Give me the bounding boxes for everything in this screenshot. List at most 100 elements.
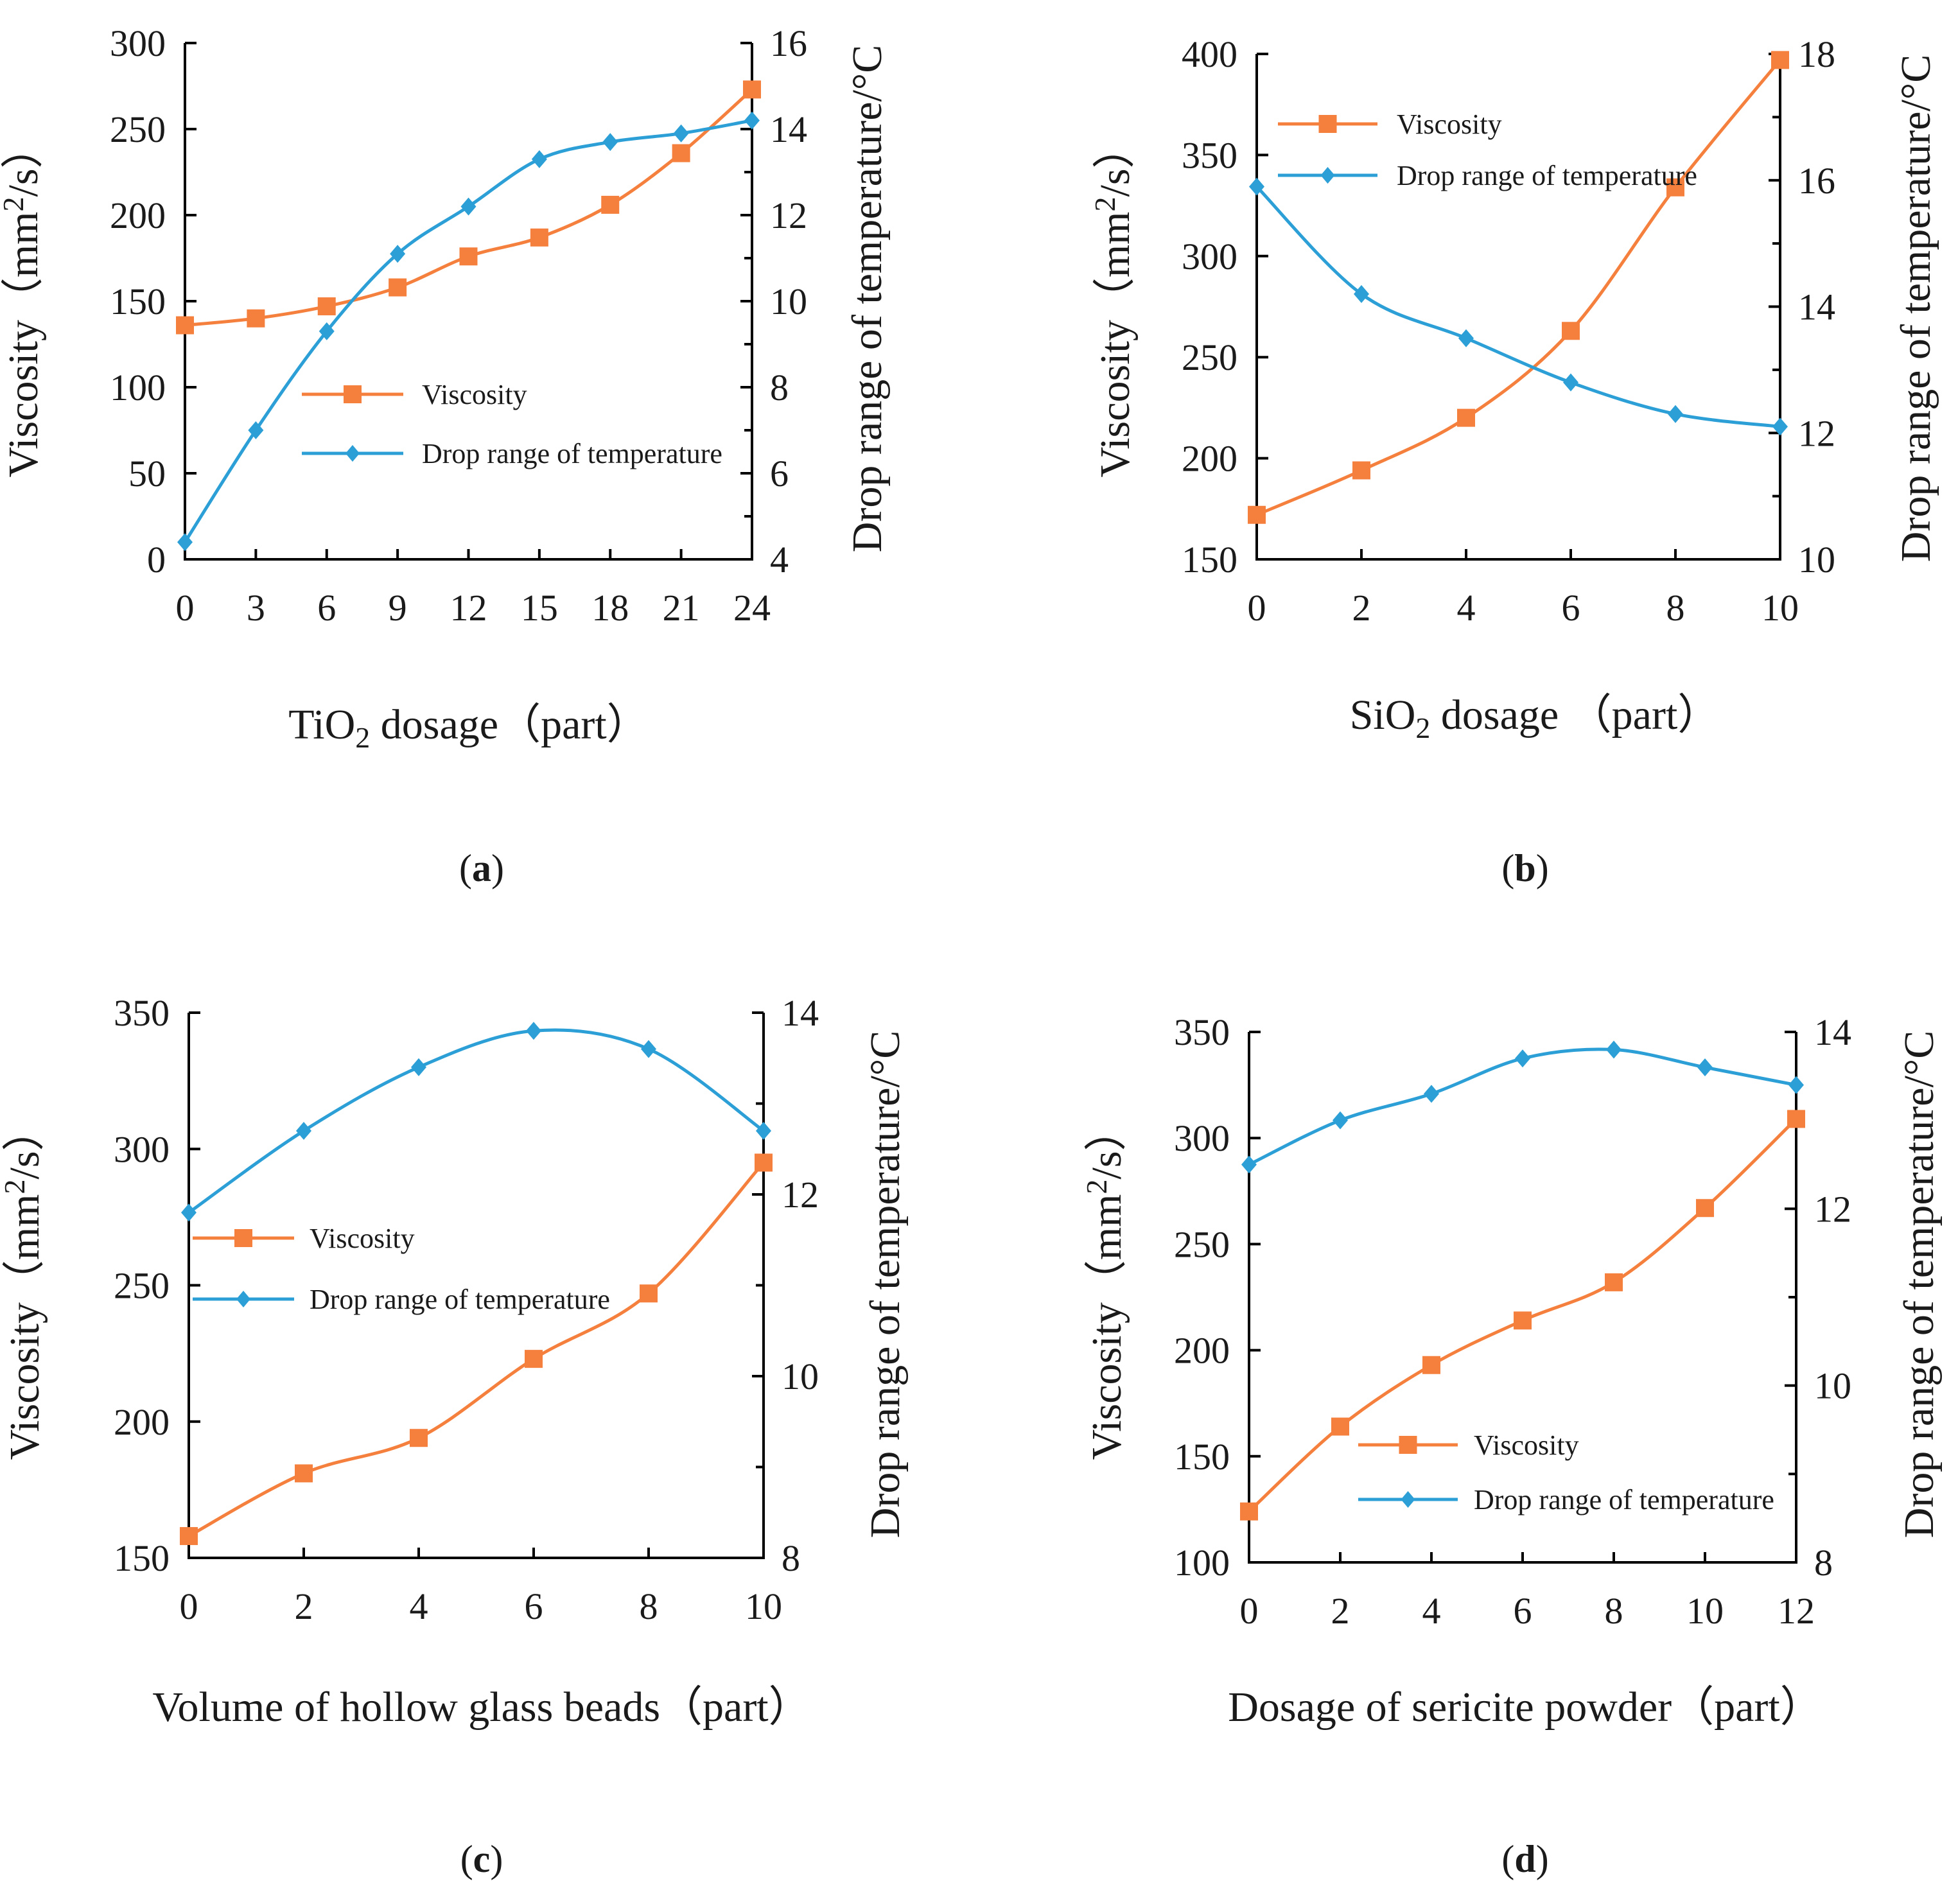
x-tick-label: 18 xyxy=(591,587,629,629)
drop-range-point xyxy=(756,1121,771,1140)
drop-range-point xyxy=(1249,177,1264,196)
y-tick-label: 300 xyxy=(1174,1117,1230,1159)
y-tick-label: 200 xyxy=(114,1401,170,1443)
viscosity-series-line xyxy=(188,1161,765,1538)
x-tick-label: 8 xyxy=(640,1585,658,1627)
y-axis-label-superscript: 2 xyxy=(1080,1179,1113,1194)
drop-range-point xyxy=(1458,329,1474,347)
y-tick-label: 300 xyxy=(1182,236,1237,277)
y-axis-label-rest: /s） xyxy=(1092,126,1139,197)
viscosity-point xyxy=(180,1527,198,1546)
y2-tick-label: 12 xyxy=(1814,1188,1851,1230)
legend-drop-label: Drop range of temperature xyxy=(1474,1484,1774,1515)
x-tick-label: 2 xyxy=(295,1585,313,1627)
chart-panel-d: 0 2 4 6 8 10 12 100 150 200 250 300 350 8 10 12 14 Viscos… xyxy=(1080,1011,1943,1880)
x-tick-label: 0 xyxy=(1248,587,1266,629)
viscosity-point xyxy=(1787,1110,1805,1128)
y2-tick-label: 10 xyxy=(770,281,807,322)
y-axis-label: Viscosity（mm2/s） xyxy=(1080,1108,1130,1460)
x-tick-label: 3 xyxy=(247,587,265,629)
legend-viscosity-label: Viscosity xyxy=(1474,1429,1579,1461)
viscosity-point xyxy=(459,247,478,266)
drop-range-point xyxy=(744,111,760,130)
y-tick-label: 0 xyxy=(147,539,166,581)
chart-panel-c: 0 2 4 6 8 101502002503003508101214ViscosityDr… xyxy=(0,992,909,1880)
y-tick-label: 250 xyxy=(114,1265,170,1307)
x-tick-label: 10 xyxy=(745,1585,782,1627)
viscosity-point xyxy=(1248,505,1266,524)
y2-tick-label: 14 xyxy=(782,992,819,1034)
caption-paren-open: ( xyxy=(460,1838,473,1880)
legend-viscosity-label: Viscosity xyxy=(422,379,527,410)
y-tick-label: 150 xyxy=(1182,539,1237,581)
x-tick-label: 8 xyxy=(1666,587,1685,629)
drop-range-series-line xyxy=(188,1028,765,1214)
axis-frame xyxy=(1248,1032,1797,1564)
chart-panel-b: 0 2 4 6 8 10 150 200 250 300 350 400 10 12 14 16 18 Visco… xyxy=(1088,33,1939,889)
drop-range-point xyxy=(1772,417,1788,436)
viscosity-point xyxy=(295,1464,313,1483)
viscosity-point xyxy=(247,309,265,328)
viscosity-point xyxy=(1352,461,1370,480)
drop-range-point xyxy=(1354,284,1369,303)
y2-tick-label: 14 xyxy=(770,109,807,150)
legend-viscosity-marker xyxy=(234,1229,252,1247)
x-axis-label-main: SiO xyxy=(1350,692,1416,738)
x-tick-label: 6 xyxy=(317,587,336,629)
caption-letter: a xyxy=(472,847,491,889)
y-tick-label: 150 xyxy=(114,1537,170,1579)
x-tick-label: 4 xyxy=(410,1585,428,1627)
drop-range-point xyxy=(296,1121,311,1140)
x-tick-label: 24 xyxy=(733,587,771,629)
drop-range-point xyxy=(1424,1085,1439,1103)
y2-axis-label: Drop range of temperature/°C xyxy=(862,1031,909,1539)
y-axis-label-rest: /s） xyxy=(1083,1108,1130,1179)
y-axis-label-main: Viscosity（mm xyxy=(0,211,47,477)
y-axis-label-superscript: 2 xyxy=(0,197,30,211)
drop-range-series-line xyxy=(183,119,753,543)
y-tick-label: 200 xyxy=(1174,1330,1230,1372)
y2-tick-label: 12 xyxy=(1798,412,1835,454)
drop-range-point xyxy=(1606,1040,1621,1059)
x-tick-label: 8 xyxy=(1605,1590,1623,1632)
legend: Viscosity Drop range of temperature xyxy=(1278,109,1697,191)
x-tick-label: 4 xyxy=(1457,587,1476,629)
y-tick-label: 300 xyxy=(110,22,166,64)
x-tick-label: 0 xyxy=(176,587,195,629)
y-axis-label: Viscosity（mm2/s） xyxy=(0,1108,48,1460)
viscosity-point xyxy=(1771,51,1789,69)
drop-range-point xyxy=(1515,1049,1530,1068)
x-tick-label: 4 xyxy=(1422,1590,1441,1632)
y-tick-label: 250 xyxy=(1174,1223,1230,1265)
x-axis-label-main: Dosage of sericite powder（part） xyxy=(1228,1684,1823,1731)
y-axis-label-main: Viscosity（mm xyxy=(1,1194,48,1460)
panel-caption: (a) xyxy=(459,847,504,889)
y-tick-label: 250 xyxy=(110,109,166,150)
y-tick-label: 150 xyxy=(1174,1436,1230,1478)
x-axis-label-main: Volume of hollow glass beads（part） xyxy=(152,1684,810,1731)
caption-paren-close: ) xyxy=(491,847,504,889)
y2-tick-label: 6 xyxy=(770,453,789,494)
x-tick-label: 15 xyxy=(521,587,558,629)
viscosity-point xyxy=(672,144,690,162)
x-axis-label-rest: dosage （part） xyxy=(1430,692,1720,738)
y-tick-label: 400 xyxy=(1182,33,1237,75)
y2-tick-label: 10 xyxy=(1814,1365,1851,1407)
drop-range-point xyxy=(460,197,476,216)
drop-range-point xyxy=(319,322,335,340)
x-axis-label-rest: dosage（part） xyxy=(370,701,649,748)
caption-letter: c xyxy=(473,1838,491,1880)
drop-range-series-line xyxy=(1255,185,1781,428)
legend: Viscosity Drop range of temperature xyxy=(193,1223,610,1315)
y-tick-label: 50 xyxy=(128,453,166,494)
legend-drop-marker xyxy=(1320,167,1335,184)
legend-viscosity-marker xyxy=(344,385,362,403)
drop-range-point xyxy=(1697,1058,1713,1077)
caption-paren-close: ) xyxy=(490,1838,503,1880)
y-tick-label: 300 xyxy=(114,1128,170,1170)
y-tick-label: 250 xyxy=(1182,336,1237,378)
drop-range-point xyxy=(177,533,193,552)
chart-panel-a: 0 3 6 9 12 15 18 21 24 0 50 100 150 200 250 300 4 6 8 10 12 1… xyxy=(0,22,891,889)
viscosity-point xyxy=(1457,408,1475,427)
